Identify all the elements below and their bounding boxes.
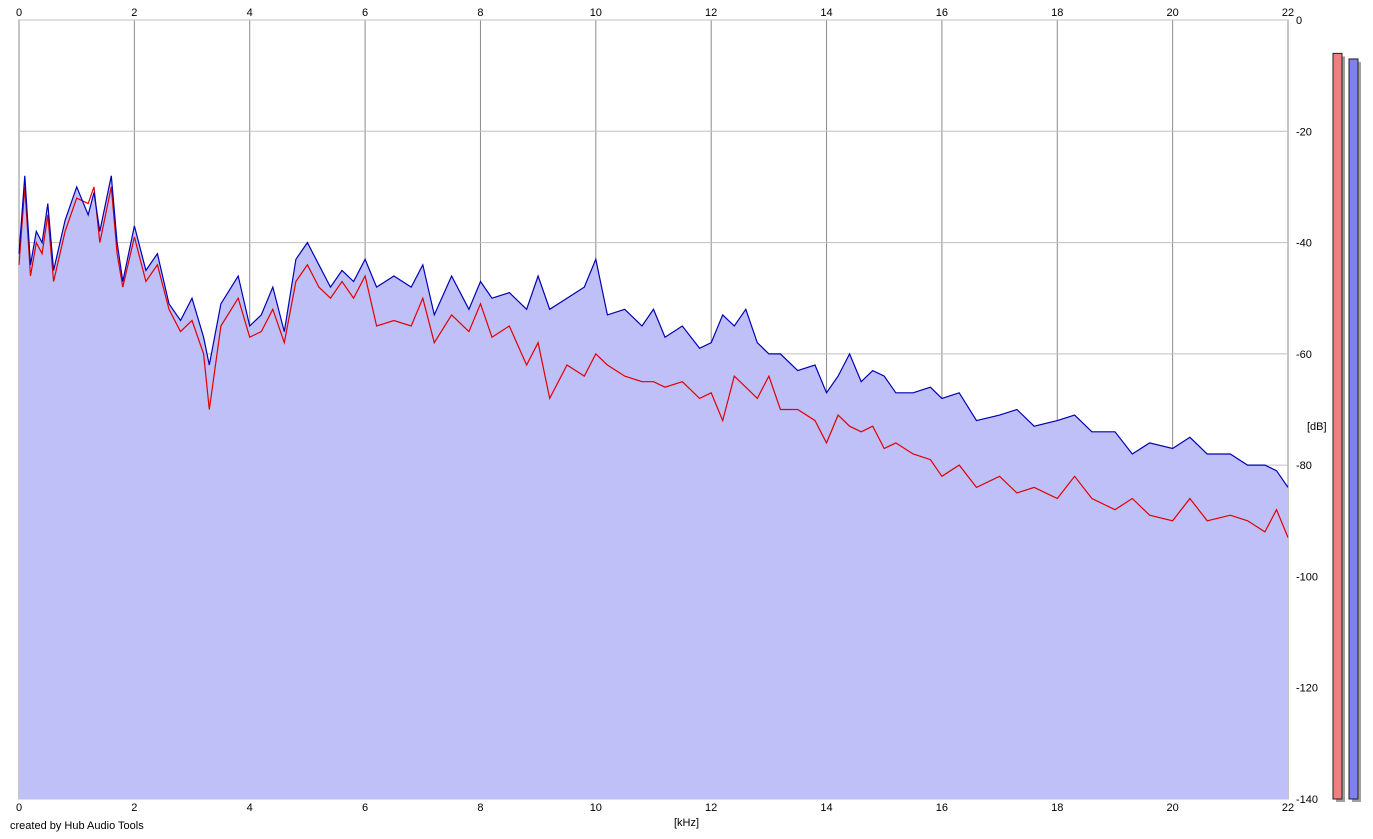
x-tick-label: 16: [936, 802, 948, 814]
x-tick-label: 8: [477, 802, 483, 814]
x-tick-label: 4: [247, 802, 253, 814]
x-tick-label: 2: [131, 802, 137, 814]
level-meter-bar: [1348, 58, 1359, 800]
y-tick-label: -120: [1296, 683, 1318, 695]
x-tick-label: 12: [705, 7, 717, 19]
x-tick-labels-bottom: 0 2 4 6 8 10 12 14 16 18 20 22: [16, 802, 1294, 814]
y-tick-label: 0: [1296, 15, 1302, 27]
spectrum-lines: [18, 175, 1289, 538]
y-tick-label: -80: [1296, 460, 1312, 472]
x-tick-label: 4: [247, 7, 253, 19]
x-tick-label: 14: [820, 7, 832, 19]
x-tick-label: 12: [705, 802, 717, 814]
x-tick-label: 0: [16, 7, 22, 19]
y-axis-label: [dB]: [1307, 421, 1327, 433]
level-meters: [1332, 52, 1361, 802]
spectrum-fill: [19, 175, 1288, 800]
x-tick-label: 8: [477, 7, 483, 19]
x-tick-label: 10: [590, 802, 602, 814]
y-tick-label: -60: [1296, 349, 1312, 361]
x-tick-label: 2: [131, 7, 137, 19]
y-tick-label: -100: [1296, 571, 1318, 583]
y-tick-label: -40: [1296, 238, 1312, 250]
x-tick-label: 14: [820, 802, 832, 814]
x-tick-labels-top: 0 2 4 6 8 10 12 14 16 18 20 22: [16, 7, 1294, 19]
x-tick-label: 18: [1051, 7, 1063, 19]
x-tick-label: 20: [1167, 7, 1179, 19]
x-tick-label: 10: [590, 7, 602, 19]
x-tick-label: 22: [1282, 7, 1294, 19]
x-tick-label: 20: [1167, 802, 1179, 814]
series-line-red: [18, 186, 1289, 538]
y-tick-labels: 0 -20 -40 -60 -80 -100 -120 -140: [1296, 15, 1318, 806]
credit-text: created by Hub Audio Tools: [10, 820, 144, 832]
x-tick-label: 18: [1051, 802, 1063, 814]
level-meter-bar: [1332, 52, 1343, 800]
y-tick-label: -140: [1296, 794, 1318, 806]
x-tick-label: 6: [362, 802, 368, 814]
series-line-blue: [18, 175, 1289, 488]
spectrum-areas: [19, 175, 1288, 800]
x-tick-label: 16: [936, 7, 948, 19]
x-axis-label: [kHz]: [674, 817, 699, 829]
y-tick-label: -20: [1296, 126, 1312, 138]
x-tick-label: 22: [1282, 802, 1294, 814]
x-tick-label: 0: [16, 802, 22, 814]
x-tick-label: 6: [362, 7, 368, 19]
